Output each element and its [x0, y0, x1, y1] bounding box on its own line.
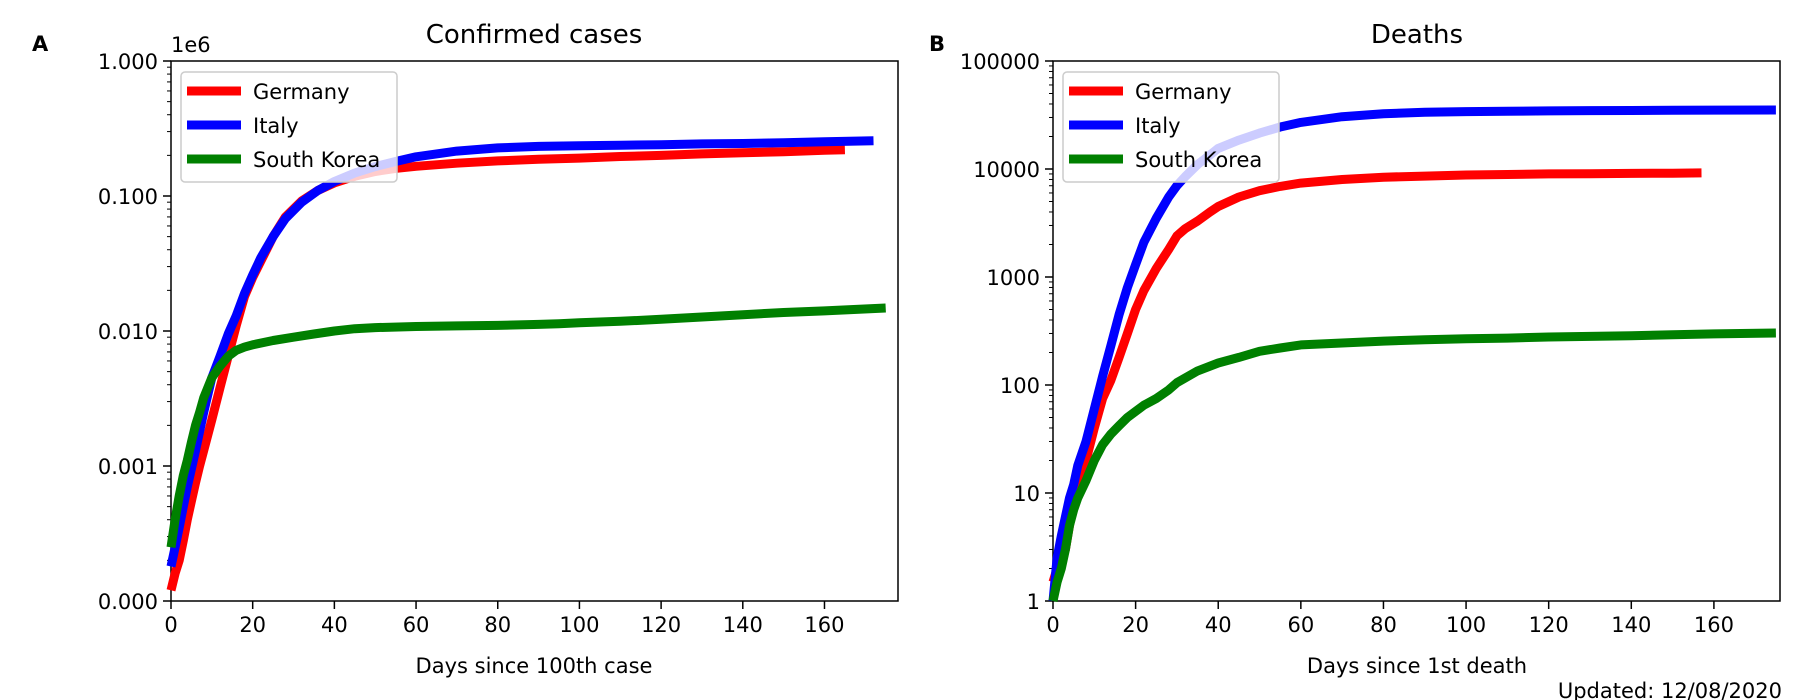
x-tick-label: 40 — [321, 613, 348, 637]
series-line-italy — [1048, 105, 1776, 602]
legend-label-italy: Italy — [253, 114, 299, 138]
y-tick-label: 0.000 — [98, 590, 158, 614]
x-tick-label: 100 — [1446, 613, 1486, 637]
x-tick-label: 120 — [1529, 613, 1569, 637]
panel-a-title: Confirmed cases — [426, 20, 643, 50]
panel-b-title: Deaths — [1371, 20, 1463, 50]
series-line-south-korea — [166, 303, 886, 548]
panel-b-xlabel: Days since 1st death — [1307, 654, 1527, 678]
x-tick-label: 160 — [1694, 613, 1734, 637]
x-tick-label: 40 — [1205, 613, 1232, 637]
series-line-germany — [166, 145, 846, 592]
x-tick-label: 140 — [1611, 613, 1651, 637]
panel-a-confirmed-cases: A Confirmed cases 1e6 0 20 40 60 80 100 120 140… — [32, 20, 899, 678]
y-tick-label: 0.100 — [98, 185, 158, 209]
x-tick-label: 20 — [1122, 613, 1149, 637]
updated-footer: Updated: 12/08/2020 — [1558, 679, 1782, 700]
x-tick-label: 60 — [1287, 613, 1314, 637]
panel-b-legend: Germany Italy South Korea — [1062, 71, 1280, 183]
panel-a-legend: Germany Italy South Korea — [180, 71, 398, 183]
x-tick-label: 80 — [484, 613, 511, 637]
panel-letter-b: B — [929, 32, 945, 56]
series-line-italy — [166, 136, 874, 568]
y-tick-label: 0.010 — [98, 320, 158, 344]
x-tick-label: 0 — [1046, 613, 1059, 637]
panel-b-plot-frame — [1052, 60, 1781, 602]
x-tick-label: 140 — [723, 613, 763, 637]
series-line-south-korea — [1048, 328, 1776, 602]
x-tick-label: 160 — [804, 613, 844, 637]
y-tick-label: 1 — [1027, 590, 1040, 614]
panel-b-ticks: 0 20 40 60 80 100 120 140 160 1 10 100 1000 10000 1000… — [960, 50, 1734, 637]
x-tick-label: 80 — [1370, 613, 1397, 637]
panel-a-ticks: 0 20 40 60 80 100 120 140 160 0.000 0.001 0.010 0.10… — [98, 50, 845, 637]
panel-a-xlabel: Days since 100th case — [416, 654, 653, 678]
y-tick-label: 10000 — [973, 158, 1040, 182]
panel-a-lines — [166, 136, 886, 592]
legend-label-south-korea: South Korea — [253, 148, 380, 172]
x-tick-label: 0 — [164, 613, 177, 637]
y-tick-label: 1000 — [987, 266, 1040, 290]
panel-a-offset-text: 1e6 — [171, 33, 211, 57]
y-tick-label: 0.001 — [98, 455, 158, 479]
legend-label-germany: Germany — [1135, 80, 1232, 104]
x-tick-label: 100 — [559, 613, 599, 637]
y-tick-label: 10 — [1013, 482, 1040, 506]
panel-letter-a: A — [32, 32, 49, 56]
legend-label-italy: Italy — [1135, 114, 1181, 138]
panel-b-deaths: B Deaths 0 20 40 60 80 100 120 140 160 1 10 100 1000… — [929, 20, 1781, 678]
x-tick-label: 20 — [239, 613, 266, 637]
y-tick-label: 100 — [1000, 374, 1040, 398]
legend-label-south-korea: South Korea — [1135, 148, 1262, 172]
legend-label-germany: Germany — [253, 80, 350, 104]
panel-b-lines — [1048, 105, 1776, 602]
y-tick-label: 100000 — [960, 50, 1040, 74]
x-tick-label: 60 — [403, 613, 430, 637]
x-tick-label: 120 — [641, 613, 681, 637]
y-tick-label: 1.000 — [98, 50, 158, 74]
